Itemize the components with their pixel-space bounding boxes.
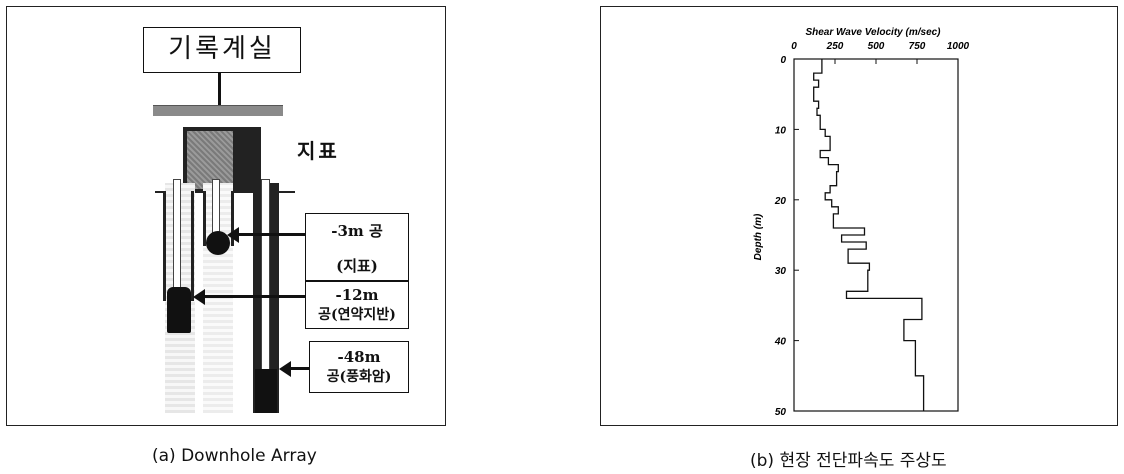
arrow-3m [235, 233, 305, 236]
y-tick-label: 50 [775, 407, 787, 418]
borehole-middle-wall-l [203, 191, 206, 246]
y-axis-ticks: 0 10 20 30 40 50 [774, 55, 799, 418]
label-3m-depth: -3m 공 [331, 222, 383, 240]
velocity-profile-panel: Shear Wave Velocity (m/sec) 0 250 500 750 10… [600, 6, 1118, 426]
arrowhead-3m [227, 227, 239, 243]
plot-frame [793, 58, 959, 412]
y-tick-label: 0 [780, 55, 786, 66]
surface-block-texture [187, 131, 233, 189]
recording-room-label: 기록계실 [168, 34, 276, 64]
label-48m-depth: -48m [337, 348, 381, 366]
label-box-12m: -12m 공(연약지반) [305, 281, 409, 329]
sensor-48m [255, 369, 277, 413]
velocity-chart: Shear Wave Velocity (m/sec) 0 250 500 750 10… [753, 27, 970, 418]
arrowhead-48m [279, 361, 291, 377]
x-tick-label: 250 [826, 41, 844, 52]
downhole-array-panel: 기록계실 지표 -3m 공 (지표) -12m 공(연약지반) -48m 공(풍… [6, 6, 446, 426]
borehole-middle-wall-r [231, 191, 234, 246]
borehole-left-wall-l [163, 191, 166, 301]
arrow-12m [203, 295, 305, 298]
x-axis-ticks: 0 250 500 750 1000 [791, 41, 970, 64]
borehole-left-wall-r [191, 191, 194, 301]
label-3m-desc: (지표) [336, 257, 378, 275]
arrow-48m [289, 367, 309, 370]
y-tick-label: 20 [774, 196, 787, 207]
y-tick-label: 40 [774, 337, 787, 348]
y-tick-label: 10 [775, 125, 787, 136]
sensor-3m [206, 231, 230, 255]
x-tick-label: 750 [909, 41, 926, 52]
y-tick-label: 30 [775, 266, 787, 277]
borehole-left-pipe [173, 179, 181, 299]
arrowhead-12m [193, 289, 205, 305]
label-12m-depth: -12m [335, 286, 379, 304]
y-axis-label: Depth (m) [753, 213, 764, 260]
ground-bar [153, 105, 283, 116]
borehole-right-pipe [261, 179, 270, 381]
x-tick-label: 0 [791, 41, 797, 52]
label-box-48m: -48m 공(풍화암) [309, 341, 409, 393]
velocity-profile-line [813, 59, 925, 411]
x-tick-label: 1000 [947, 41, 970, 52]
surface-label: 지표 [297, 139, 340, 163]
label-48m-desc: 공(풍화암) [326, 369, 392, 385]
chart-title: Shear Wave Velocity (m/sec) [805, 27, 941, 38]
recording-room-box: 기록계실 [143, 27, 301, 73]
caption-b: (b) 현장 전단파속도 주상도 [750, 451, 947, 471]
x-tick-label: 500 [868, 41, 885, 52]
room-cable [218, 73, 221, 105]
sensor-12m [167, 287, 191, 333]
caption-a: (a) Downhole Array [152, 446, 317, 466]
label-box-3m: -3m 공 (지표) [305, 213, 409, 281]
label-12m-desc: 공(연약지반) [318, 307, 396, 323]
